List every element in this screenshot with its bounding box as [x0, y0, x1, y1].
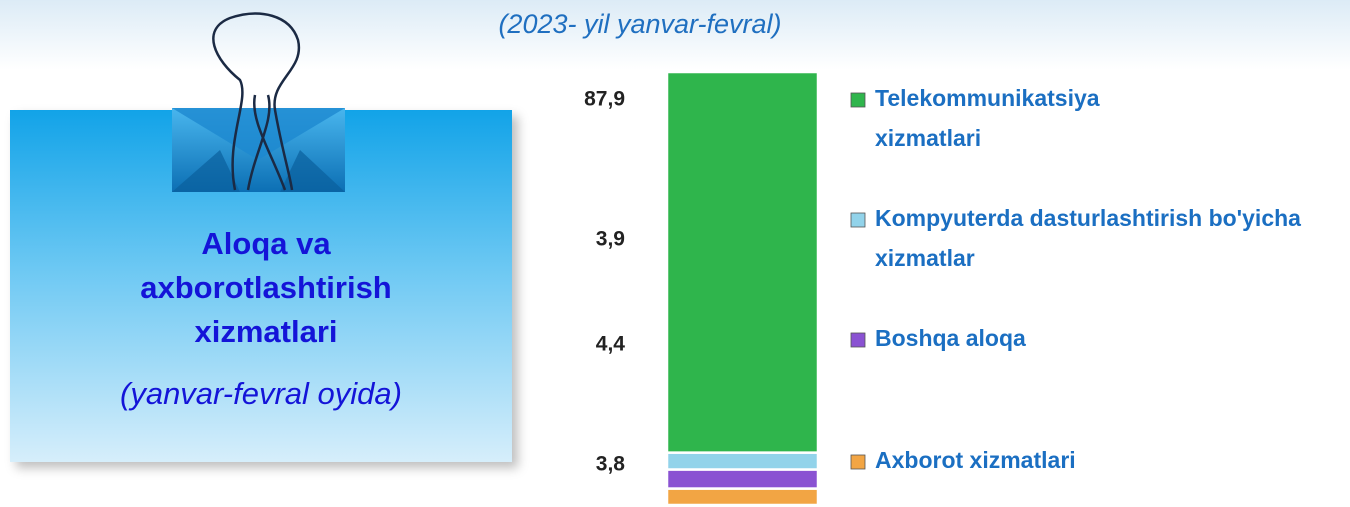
card-title: Aloqa va axborotlashtirish xizmatlari	[140, 226, 392, 349]
bar-segment	[665, 70, 820, 454]
bar-segment	[665, 468, 820, 490]
value-label: 3,9	[596, 228, 625, 251]
legend-swatch	[850, 92, 866, 108]
legend-swatch	[850, 454, 866, 470]
legend-label: Boshqa aloqa	[875, 325, 1026, 351]
legend-label: Telekommunikatsiya xizmatlari	[875, 85, 1100, 151]
value-label: 3,8	[596, 453, 626, 476]
card-subtitle: (yanvar-fevral oyida)	[120, 376, 402, 411]
binder-clip	[172, 12, 345, 192]
legend-swatch	[850, 332, 866, 348]
legend-label: Axborot xizmatlari	[875, 447, 1076, 473]
value-label: 4,4	[596, 333, 626, 356]
value-label: 87,9	[584, 88, 625, 111]
bar-segment	[665, 487, 820, 507]
legend-swatch	[850, 212, 866, 228]
chart-subtitle: (2023- yil yanvar-fevral)	[498, 9, 781, 39]
bar-segment	[665, 451, 820, 471]
legend-label: Kompyuterda dasturlashtirish bo'yicha xiz…	[875, 205, 1301, 271]
